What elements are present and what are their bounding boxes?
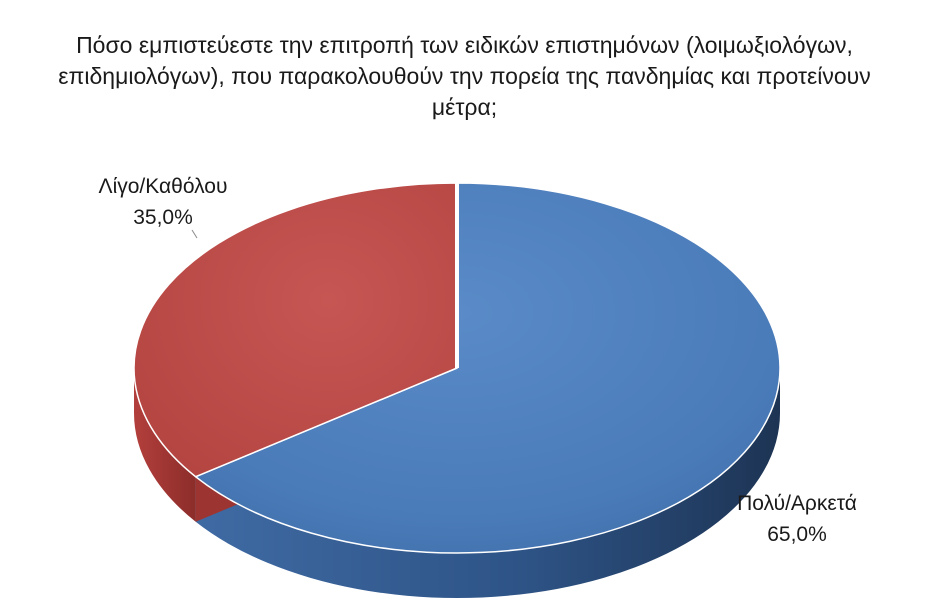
chart-title-line-1: Πόσο εμπιστεύεστε την επιτροπή των ειδικ… [76,32,853,58]
chart-title: Πόσο εμπιστεύεστε την επιτροπή των ειδικ… [0,30,929,123]
pie-labels: Πολύ/Αρκετά 65,0% Λίγο/Καθόλου 35,0% [99,175,857,546]
chart-title-line-3: μέτρα; [431,94,498,120]
pie-slice-ligo-katholou [133,182,458,478]
chart-title-line-2: επιδημιολόγων), που παρακολουθούν την πο… [58,63,871,89]
pie-slice-side-polu-arketa [195,368,780,598]
slice-label-ligo-katholou: Λίγο/Καθόλου [99,175,228,198]
pie-slice-polu-arketa [194,182,781,554]
leader-line-ligo-katholou [191,229,198,239]
pie-tops [133,182,781,554]
slice-value-polu-arketa: 65,0% [767,523,827,546]
slice-label-polu-arketa: Πολύ/Αρκετά [737,492,857,515]
slice-value-ligo-katholou: 35,0% [133,206,193,229]
pie-slice-side-ligo-katholou [134,368,196,522]
